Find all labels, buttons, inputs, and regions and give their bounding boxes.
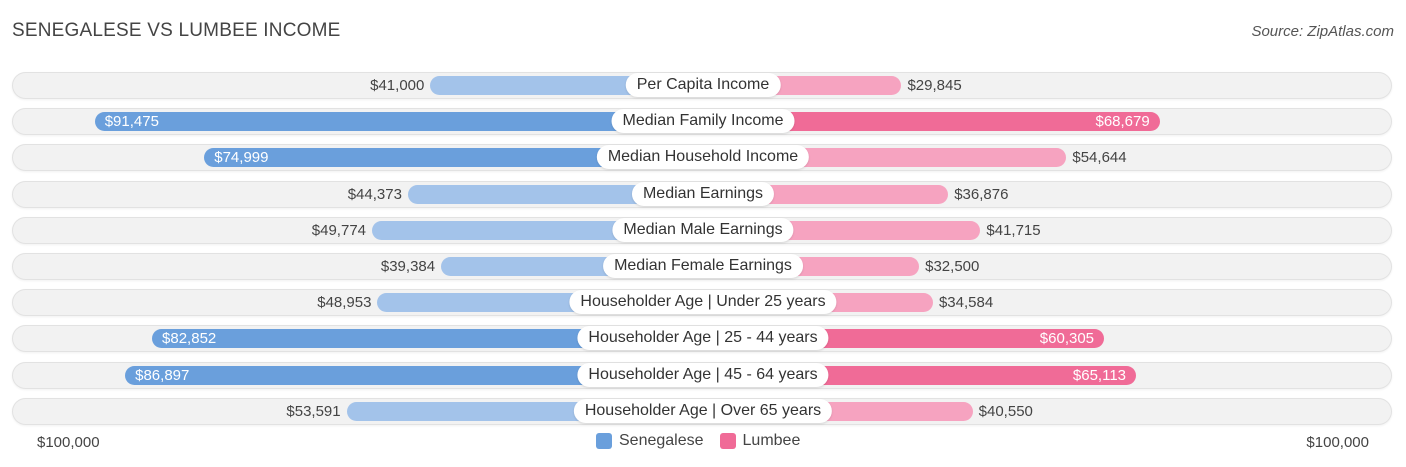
legend-item-lumbee: Lumbee	[719, 432, 801, 450]
value-label-lumbee: $65,113	[1072, 367, 1127, 384]
category-label: Median Earnings	[631, 182, 775, 206]
value-label-senegalese: $49,774	[311, 222, 367, 239]
category-label: Median Family Income	[611, 109, 795, 133]
value-label-lumbee: $68,679	[1095, 113, 1150, 130]
value-label-lumbee: $36,876	[954, 186, 1009, 203]
value-label-senegalese: $48,953	[317, 294, 372, 311]
legend-item-senegalese: Senegalese	[596, 432, 704, 450]
value-label-lumbee: $54,644	[1072, 149, 1127, 166]
category-label: Median Female Earnings	[603, 254, 803, 278]
category-label: Householder Age | Over 65 years	[573, 399, 833, 423]
legend-label-senegalese: Senegalese	[619, 432, 704, 449]
value-label-lumbee: $41,715	[986, 222, 1041, 239]
category-label: Per Capita Income	[625, 73, 781, 97]
axis-label-left: $100,000	[37, 434, 100, 451]
value-label-lumbee: $40,550	[978, 403, 1033, 420]
category-label: Householder Age | 45 - 64 years	[577, 363, 829, 387]
value-label-senegalese: $82,852	[162, 330, 217, 347]
bar-senegalese	[204, 148, 703, 167]
value-label-senegalese: $44,373	[347, 186, 402, 203]
bar-lumbee	[703, 112, 1160, 131]
value-label-senegalese: $86,897	[135, 367, 190, 384]
value-label-lumbee: $32,500	[925, 258, 980, 275]
chart-title: SENEGALESE VS LUMBEE INCOME	[12, 20, 341, 41]
category-label: Householder Age | Under 25 years	[569, 290, 837, 314]
bar-senegalese	[407, 185, 703, 204]
legend-swatch-senegalese	[596, 433, 612, 449]
value-label-senegalese: $53,591	[286, 403, 341, 420]
category-label: Median Household Income	[596, 145, 810, 169]
category-label: Householder Age | 25 - 44 years	[577, 326, 829, 350]
source-note: Source: ZipAtlas.com	[1251, 23, 1394, 40]
value-label-lumbee: $29,845	[907, 77, 962, 94]
legend: Senegalese Lumbee	[596, 432, 816, 450]
value-label-senegalese: $91,475	[104, 113, 159, 130]
value-label-senegalese: $39,384	[380, 258, 436, 275]
legend-label-lumbee: Lumbee	[742, 432, 801, 449]
bar-senegalese	[152, 329, 703, 348]
value-label-senegalese: $74,999	[214, 149, 269, 166]
category-label: Median Male Earnings	[612, 218, 794, 242]
value-label-lumbee: $34,584	[938, 294, 994, 311]
axis-label-right: $100,000	[1306, 434, 1369, 451]
value-label-lumbee: $60,305	[1039, 330, 1095, 347]
legend-swatch-lumbee	[719, 433, 736, 449]
bar-senegalese	[125, 366, 703, 385]
bar-senegalese	[94, 112, 703, 131]
value-label-senegalese: $41,000	[370, 77, 425, 94]
